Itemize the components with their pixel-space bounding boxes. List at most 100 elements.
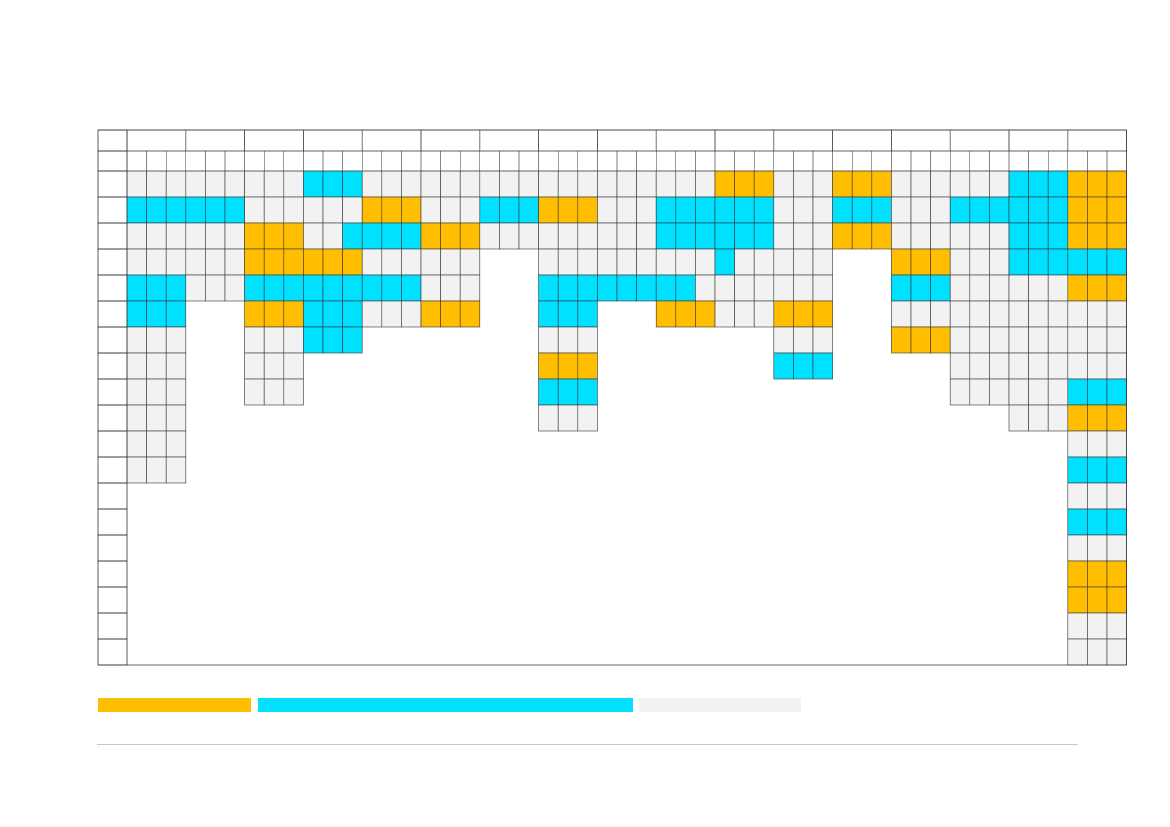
heatmap-cell	[1067, 534, 1088, 562]
heatmap-cell	[675, 222, 696, 250]
heatmap-cell	[146, 170, 167, 198]
heatmap-cell	[969, 170, 990, 198]
heatmap-cell	[714, 300, 735, 328]
legend-swatch-orange	[98, 698, 251, 712]
group-header-cell	[303, 129, 363, 152]
heatmap-cell	[832, 170, 853, 198]
row-label-cell	[97, 638, 128, 666]
heatmap-cell	[793, 196, 814, 224]
heatmap-cell	[1047, 352, 1069, 380]
heatmap-cell	[949, 196, 971, 224]
heatmap-cell	[1106, 352, 1127, 380]
row-label-cell	[97, 404, 128, 432]
heatmap-cell	[910, 170, 931, 198]
heatmap-cell	[695, 196, 716, 224]
subcolumn-header-cell	[636, 150, 657, 172]
subcolumn-header-cell	[832, 150, 853, 172]
heatmap-cell	[1008, 196, 1029, 224]
heatmap-cell	[1067, 248, 1088, 276]
heatmap-cell	[479, 170, 500, 198]
heatmap-cell	[969, 352, 990, 380]
group-header-cell	[714, 129, 775, 152]
heatmap-cell	[165, 300, 187, 328]
subcolumn-header-cell	[224, 150, 245, 172]
heatmap-cell	[989, 248, 1010, 276]
heatmap-cell	[1067, 326, 1088, 354]
heatmap-cell	[597, 222, 618, 250]
heatmap-cell	[793, 352, 814, 380]
heatmap-cell	[244, 352, 265, 380]
heatmap-cell	[891, 300, 912, 328]
row-label-cell	[97, 248, 128, 276]
subcolumn-header-cell	[930, 150, 951, 172]
group-header-cell	[244, 129, 304, 152]
group-header-cell	[891, 129, 951, 152]
heatmap-cell	[1067, 612, 1088, 640]
heatmap-cell	[636, 248, 657, 276]
heatmap-cell	[342, 222, 363, 250]
heatmap-cell	[146, 352, 167, 380]
subcolumn-header-cell	[734, 150, 755, 172]
heatmap-cell	[146, 222, 167, 250]
heatmap-cell	[714, 248, 735, 276]
heatmap-cell	[322, 196, 343, 224]
heatmap-cell	[812, 248, 833, 276]
heatmap-cell	[263, 222, 285, 250]
row-label-cell	[97, 222, 128, 250]
heatmap-cell	[303, 196, 324, 224]
heatmap-cell	[1028, 274, 1049, 302]
heatmap-cell	[126, 456, 147, 484]
heatmap-cell	[577, 170, 598, 198]
heatmap-cell	[146, 274, 167, 302]
subcolumn-header-cell	[146, 150, 167, 172]
heatmap-cell	[538, 222, 559, 250]
heatmap-cell	[1087, 300, 1108, 328]
heatmap-cell	[1008, 222, 1029, 250]
heatmap-cell	[577, 222, 598, 250]
heatmap-cell	[989, 222, 1010, 250]
group-header-cell	[420, 129, 481, 152]
heatmap-cell	[1067, 196, 1088, 224]
subcolumn-header-cell	[1087, 150, 1108, 172]
heatmap-cell	[655, 170, 677, 198]
heatmap-cell	[891, 326, 912, 354]
subcolumn-header-cell	[773, 150, 794, 172]
legend-swatch-cyan	[258, 698, 633, 712]
heatmap-cell	[969, 248, 990, 276]
subcolumn-header-cell	[420, 150, 441, 172]
heatmap-cell	[185, 248, 206, 276]
heatmap-cell	[557, 300, 579, 328]
heatmap-cell	[126, 430, 147, 458]
row-label-cell	[97, 326, 128, 354]
heatmap-cell	[440, 300, 461, 328]
subcolumn-header-cell	[518, 150, 539, 172]
heatmap-cell	[440, 274, 461, 302]
row-label-cell	[97, 378, 128, 406]
heatmap-cell	[1106, 274, 1127, 302]
heatmap-cell	[714, 196, 735, 224]
heatmap-cell	[675, 248, 696, 276]
heatmap-cell	[812, 352, 833, 380]
heatmap-cell	[773, 274, 794, 302]
heatmap-cell	[1087, 456, 1108, 484]
heatmap-cell	[930, 300, 951, 328]
heatmap-cell	[440, 170, 461, 198]
heatmap-cell	[303, 300, 324, 328]
heatmap-cell	[714, 222, 735, 250]
heatmap-cell	[518, 170, 539, 198]
heatmap-cell	[930, 222, 951, 250]
heatmap-cell	[793, 222, 814, 250]
heatmap-cell	[205, 222, 226, 250]
subcolumn-header-cell	[244, 150, 265, 172]
heatmap-cell	[263, 170, 285, 198]
row-label-cell	[97, 430, 128, 458]
group-header-cell	[949, 129, 1010, 152]
heatmap-cell	[1028, 352, 1049, 380]
heatmap-cell	[891, 248, 912, 276]
heatmap-cell	[205, 274, 226, 302]
heatmap-cell	[224, 274, 245, 302]
heatmap-cell	[1087, 352, 1108, 380]
heatmap-cell	[283, 300, 304, 328]
heatmap-cell	[1087, 378, 1108, 406]
heatmap-cell	[773, 222, 794, 250]
